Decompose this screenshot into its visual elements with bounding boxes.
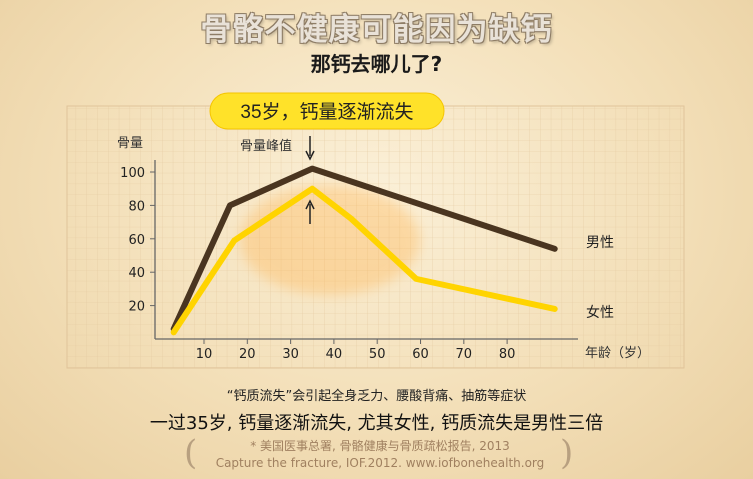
y-tick-label: 20 xyxy=(128,300,145,315)
x-tick-label: 40 xyxy=(326,347,343,362)
glow-decoration xyxy=(240,185,420,295)
x-tick-label: 70 xyxy=(456,347,473,362)
y-tick-label: 40 xyxy=(128,266,145,281)
highlight-note: 一过35岁, 钙量逐渐流失, 尤其女性, 钙质流失是男性三倍 xyxy=(149,413,604,434)
x-axis-label: 年龄（岁） xyxy=(585,346,650,361)
peak-arrow-down-icon xyxy=(305,136,315,161)
y-axis-label: 骨量 xyxy=(117,136,143,151)
page-title: 骨骼不健康可能因为缺钙 xyxy=(200,12,553,48)
series-line-male xyxy=(170,165,558,332)
symptom-note: “钙质流失”会引起全身乏力、腰酸背痛、抽筋等症状 xyxy=(226,389,527,404)
series-label-male: 男性 xyxy=(586,235,614,251)
source-citation: * 美国医事总署, 骨骼健康与骨质疏松报告, 2013 Capture the … xyxy=(190,438,570,472)
right-paren-decoration: ) xyxy=(560,433,574,473)
y-tick-label: 80 xyxy=(128,199,145,214)
x-tick-label: 10 xyxy=(196,347,213,362)
y-tick-label: 60 xyxy=(128,233,145,248)
page-subtitle: 那钙去哪儿了? xyxy=(310,52,443,76)
callout-text: 35岁，钙量逐渐流失 xyxy=(240,101,413,123)
series-line-female xyxy=(170,185,558,336)
source-line-1: * 美国医事总署, 骨骼健康与骨质疏松报告, 2013 xyxy=(250,439,510,453)
x-tick-label: 50 xyxy=(369,347,386,362)
left-paren-decoration: ( xyxy=(184,433,198,473)
y-tick-label: 100 xyxy=(120,166,145,181)
x-tick-label: 30 xyxy=(282,347,299,362)
peak-label: 骨量峰值 xyxy=(240,138,292,154)
series-label-female: 女性 xyxy=(586,304,614,321)
peak-arrow-up-icon xyxy=(305,199,315,224)
source-line-2: Capture the fracture, IOF.2012. www.iofb… xyxy=(215,456,545,470)
x-tick-label: 80 xyxy=(499,347,516,362)
x-tick-label: 20 xyxy=(239,347,256,362)
x-tick-label: 60 xyxy=(412,347,429,362)
callout-bubble xyxy=(209,92,445,130)
